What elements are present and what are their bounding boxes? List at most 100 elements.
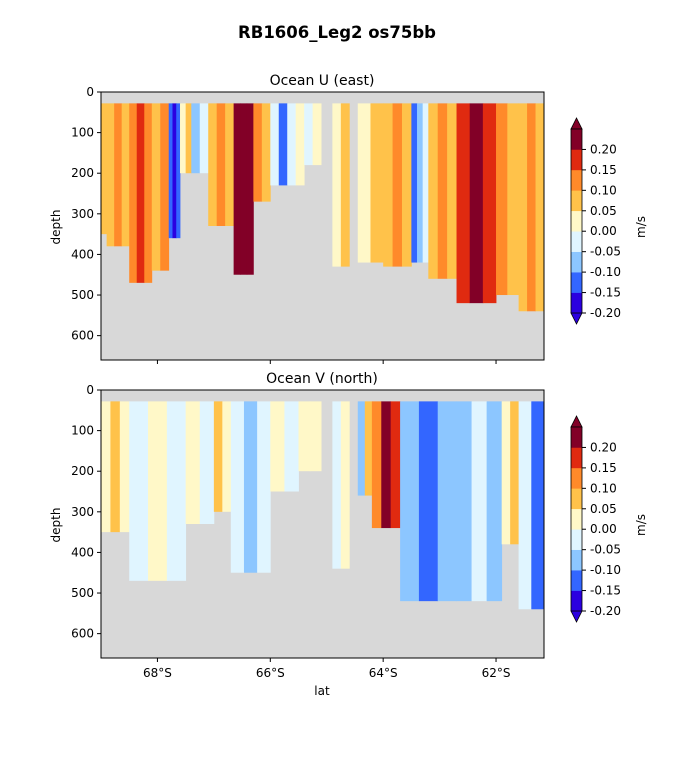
data-cell [357,401,366,496]
data-cell [535,103,545,312]
y-tick-label: 200 [71,464,94,478]
panel-v: Ocean V (north) 0 100 200 300 400 500 600 68°S… [49,371,648,698]
data-cell [518,103,528,312]
data-cell [257,401,271,573]
colorbar-swatch [571,447,582,469]
data-cell [411,103,418,263]
panel-v-y-ticks: 0 100 200 300 400 500 600 [71,383,101,641]
colorbar-tick-label: -0.20 [590,604,621,618]
colorbar-swatch [571,231,582,252]
colorbar-tick-label: -0.10 [590,563,621,577]
data-cell [103,103,108,235]
data-cell [437,103,448,279]
axes-frame [100,91,545,361]
panel-u-y-ticks: 0 100 200 300 400 500 600 [71,85,101,343]
data-cell [486,401,503,602]
data-cell [456,401,472,602]
data-cell [371,401,382,529]
data-cell [510,401,519,545]
data-cell [121,103,130,247]
data-cell [129,103,138,283]
data-cell [340,401,350,569]
panel-v-x-ticks: 68°S 66°S 64°S 62°S [143,658,510,680]
data-cell [332,401,342,569]
data-cell [222,401,232,512]
data-cell [151,103,161,271]
data-cell [332,103,342,267]
colorbar-frame [570,128,583,314]
y-tick-label: 600 [71,627,94,641]
colorbar-swatch [571,190,582,212]
data-cell [148,401,168,581]
data-cell [400,401,420,602]
colorbar-swatch [571,467,582,489]
colorbar-tick-label: -0.05 [590,245,621,259]
data-cell [185,401,201,524]
data-cell [213,401,223,512]
panel-v-colorbar: -0.20 -0.15 -0.10 -0.05 0.00 0.05 0.10 0.15 0.20 [570,415,621,623]
colorbar-swatch [571,251,582,273]
colorbar-tick-label: 0.05 [590,502,617,516]
data-cell [287,103,297,186]
colorbar-swatch [571,590,582,612]
data-cell [216,103,226,226]
colorbar-swatch [571,129,582,150]
colorbar-tick-label: 0.10 [590,183,617,197]
data-cell [418,401,439,602]
data-cell [166,401,187,581]
y-tick-label: 500 [71,288,94,302]
data-cell [101,103,105,235]
data-cell [309,401,322,472]
data-cell [507,103,520,296]
data-cell [185,103,192,174]
data-cell [401,103,412,267]
y-tick-label: 0 [86,383,94,397]
y-tick-label: 100 [71,424,94,438]
data-cell [129,401,149,581]
colorbar-tick-label: 0.20 [590,440,617,454]
data-cell [417,103,424,263]
colorbar-tick-label: -0.20 [590,306,621,320]
data-cell [160,103,170,271]
panel-v-colorbar-label: m/s [634,514,648,536]
data-cell [114,103,123,247]
x-tick-label: 64°S [369,666,398,680]
data-cell [518,401,532,610]
data-cell [233,103,241,275]
data-cell [482,103,497,304]
data-cell [531,401,545,610]
data-cell [270,401,285,492]
data-cell [168,103,173,239]
data-cell [270,103,280,186]
x-tick-label: 62°S [482,666,511,680]
y-tick-label: 400 [71,545,94,559]
data-cell [253,103,263,202]
panel-v-xlabel: lat [314,684,330,698]
y-tick-label: 300 [71,505,94,519]
data-cell [278,103,288,186]
data-cell [295,103,305,186]
colorbar-swatch [571,570,582,591]
colorbar-extend-max [570,415,583,428]
data-cell [225,103,235,226]
data-cell [298,401,311,472]
data-cell [261,103,271,202]
data-cell [370,103,384,263]
data-cell [381,401,392,529]
colorbar-tick-label: -0.10 [590,265,621,279]
data-cell [304,103,314,166]
data-cell [208,103,218,226]
colorbar-swatch [571,508,582,530]
data-cell [243,401,258,573]
data-cell [357,103,371,263]
colorbar-tick-label: 0.10 [590,481,617,495]
colorbar-frame [570,426,583,612]
panel-v-plot [100,389,545,659]
colorbar-swatch [571,549,582,571]
colorbar-tick-label: 0.05 [590,204,617,218]
y-tick-label: 200 [71,166,94,180]
y-tick-label: 300 [71,207,94,221]
data-cell [284,401,299,492]
data-cell [340,103,350,267]
panel-u-ylabel: depth [49,210,63,245]
